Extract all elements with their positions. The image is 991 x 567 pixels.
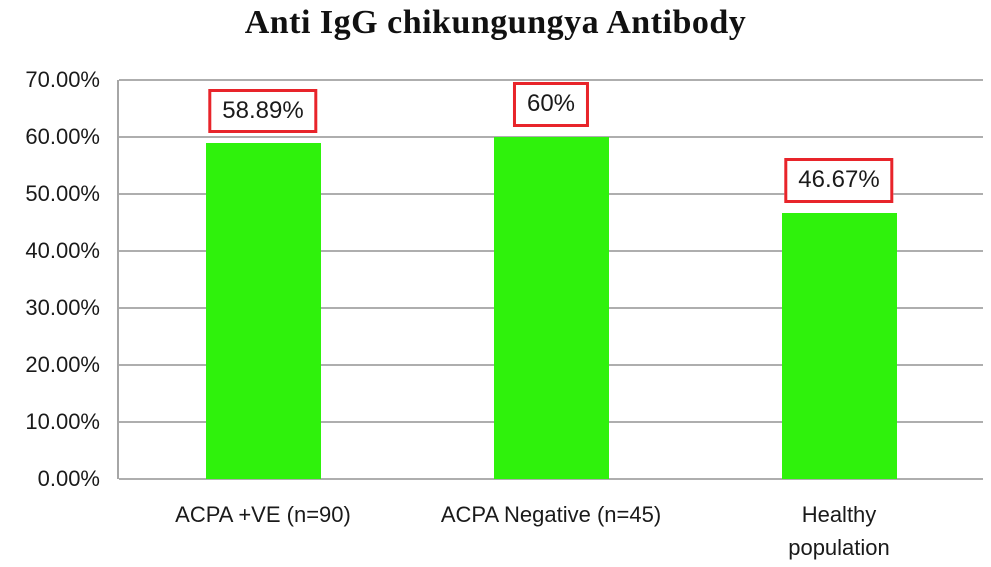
- value-label-acpa-negative-n-45: 60%: [512, 82, 590, 127]
- x-axis-label-healthy-population-n-45: Healthy population (n=45): [788, 502, 890, 560]
- plot-area: 58.89% ACPA +VE (n=90) 60% ACPA Negative (n…: [117, 79, 983, 560]
- y-axis-tick-label: 10.00%: [25, 409, 100, 434]
- y-axis-tick-label: 50.00%: [25, 181, 100, 206]
- gridline: [119, 478, 983, 480]
- value-label-acpa-ve-n-90: 58.89%: [208, 88, 318, 134]
- x-axis-label-acpa-negative-n-45: ACPA Negative (n=45): [440, 502, 662, 527]
- bar-acpa-ve-n-90: [205, 143, 321, 479]
- y-axis-tick-label: 20.00%: [25, 352, 100, 377]
- y-axis-tick-label: 0.00%: [37, 466, 100, 491]
- value-label-healthy-population-n-45: 46.67%: [784, 158, 894, 203]
- bar-acpa-negative-n-45: [493, 137, 609, 479]
- chart-title: Anti IgG chikungungya Antibody: [244, 4, 747, 41]
- y-axis-tick-label: 30.00%: [25, 295, 100, 320]
- x-axis-label-acpa-ve-n-90: ACPA +VE (n=90): [175, 502, 351, 527]
- y-axis-tick-label: 60.00%: [25, 124, 100, 149]
- y-axis-tick-label: 70.00%: [25, 67, 100, 92]
- y-axis-tick-label: 40.00%: [25, 238, 100, 263]
- gridline: [119, 79, 983, 81]
- bar-healthy-population-n-45: [781, 212, 897, 479]
